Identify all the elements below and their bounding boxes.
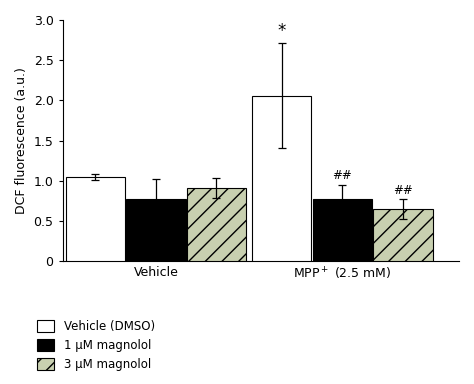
Bar (252, 96, 311, 261)
Bar (374, 209, 433, 261)
Legend: Vehicle (DMSO), 1 μM magnolol, 3 μM magnolol: Vehicle (DMSO), 1 μM magnolol, 3 μM magn… (37, 320, 155, 371)
Text: ##: ## (393, 184, 413, 197)
Bar (187, 188, 246, 261)
Text: ##: ## (333, 169, 352, 182)
Y-axis label: DCF fluorescence (a.u.): DCF fluorescence (a.u.) (15, 67, 28, 214)
Bar (313, 199, 372, 261)
Bar (65, 177, 125, 261)
Bar (126, 199, 185, 261)
Text: *: * (278, 22, 286, 40)
